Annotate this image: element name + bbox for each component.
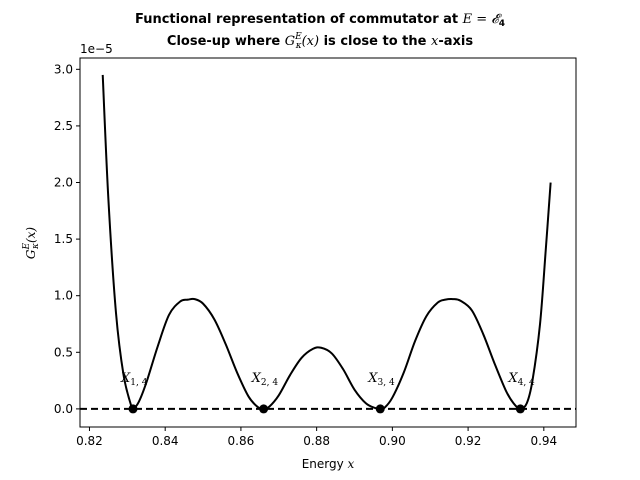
root-point [375,404,385,414]
root-label: X4, 4 [507,371,535,388]
root-label: X2, 4 [251,371,279,388]
x-tick-label: 0.90 [379,434,406,448]
x-tick-label: 0.82 [76,434,103,448]
x-tick-label: 0.94 [530,434,557,448]
x-tick-label: 0.92 [455,434,482,448]
plot-area [80,74,576,414]
root-point [259,404,269,414]
y-offset-text: 1e−5 [80,42,113,56]
x-tick-label: 0.86 [228,434,255,448]
y-tick-label: 3.0 [54,62,73,76]
ticks-layer: 0.82 0.84 0.86 0.88 0.90 0.92 0.94 0.0 0.5 1.0 1.5… [54,62,557,448]
commutator-curve [101,74,552,411]
y-tick-label: 2.5 [54,119,73,133]
root-point [515,404,525,414]
y-tick-label: 2.0 [54,176,73,190]
x-tick-label: 0.88 [303,434,330,448]
y-tick-label: 1.5 [54,232,73,246]
root-label: X3, 4 [367,371,395,388]
annotations-layer: X1, 4 X2, 4 X3, 4 X4, 4 [120,371,535,388]
y-tick-label: 0.5 [54,345,73,359]
x-axis-label: Energy x [302,457,355,471]
root-point [128,404,138,414]
y-tick-label: 1.0 [54,289,73,303]
chart-title-line-1: Functional representation of commutator … [135,12,505,29]
root-label: X1, 4 [120,371,148,388]
x-tick-label: 0.84 [152,434,179,448]
axes-frame [79,57,577,428]
y-tick-label: 0.0 [54,402,73,416]
chart-title-line-2: Close-up where GE κ(x) is close to the x-… [167,32,473,51]
y-axis-label: GEκ(x) [22,227,41,260]
